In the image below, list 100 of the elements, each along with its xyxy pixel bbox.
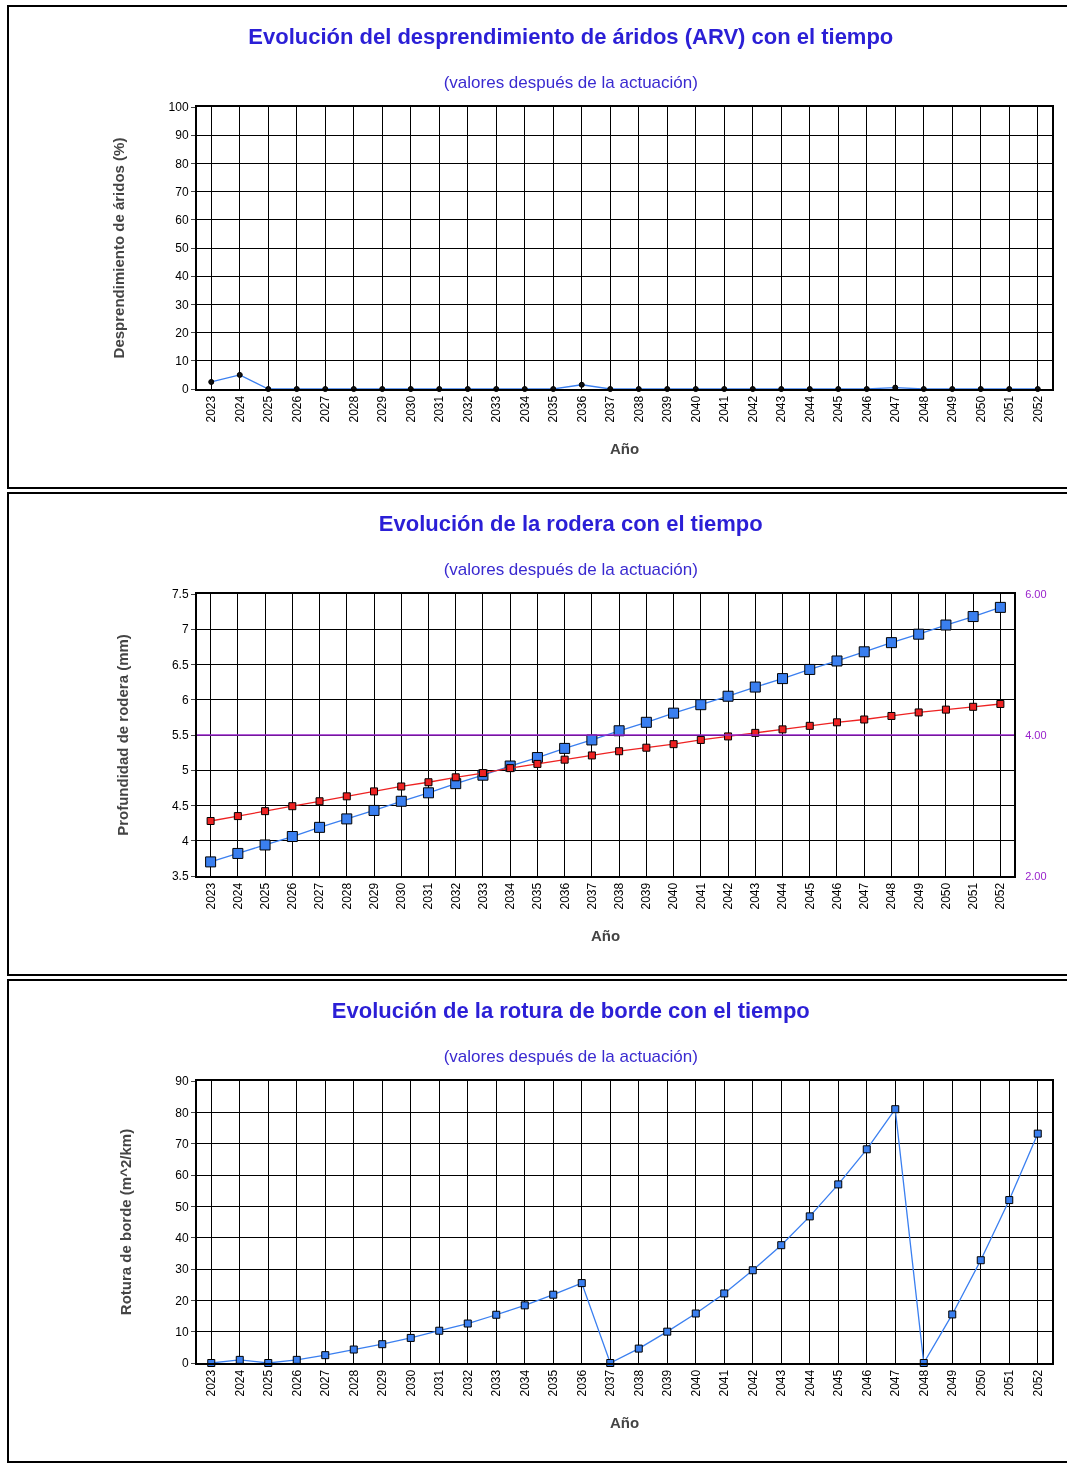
x-tick-label: 2045 — [802, 882, 817, 910]
y-tick-label: 4 — [181, 833, 189, 848]
y2-tick-label: 2.00 — [1025, 869, 1047, 882]
y2-tick-label: 4.00 — [1025, 728, 1047, 741]
x-tick-label: 2049 — [911, 882, 926, 910]
x-tick-label: 2041 — [717, 395, 732, 423]
y-tick-label: 7 — [181, 622, 189, 637]
x-tick-label: 2034 — [517, 395, 532, 423]
y-tick-label: 0 — [181, 382, 189, 397]
x-tick-label: 2052 — [993, 882, 1008, 910]
y-axis-title: Rotura de borde (m^2/km) — [116, 1128, 134, 1316]
x-tick-label: 2051 — [1002, 1369, 1017, 1397]
y-tick-label: 10 — [175, 354, 189, 368]
y-tick-label: 90 — [175, 1074, 189, 1089]
x-tick-label: 2035 — [546, 1369, 561, 1397]
x-tick-label: 2036 — [574, 395, 589, 423]
y-tick-label: 100 — [168, 100, 189, 115]
y-tick-label: 6.5 — [171, 657, 189, 672]
x-tick-label: 2040 — [688, 395, 703, 423]
x-tick-label: 2044 — [802, 395, 817, 423]
y-tick-label: 40 — [175, 269, 189, 284]
x-tick-label: 2030 — [403, 1369, 418, 1397]
x-tick-label: 2037 — [584, 882, 599, 910]
y-tick-label: 4.5 — [171, 798, 189, 813]
x-tick-label: 2031 — [421, 882, 436, 910]
y-axis-title: Desprendimiento de áridos (%) — [110, 137, 128, 359]
x-tick-label: 2047 — [888, 1369, 903, 1397]
x-tick-label: 2035 — [546, 395, 561, 423]
x-tick-label: 2030 — [394, 882, 409, 910]
y-tick-label: 10 — [175, 1324, 189, 1339]
x-tick-label: 2026 — [289, 1369, 304, 1397]
x-tick-label: 2036 — [574, 1369, 589, 1397]
x-tick-label: 2023 — [204, 1369, 219, 1397]
y-tick-label: 20 — [175, 325, 189, 340]
y-tick-label: 90 — [175, 128, 189, 143]
y-tick-label: 80 — [175, 1105, 189, 1120]
x-tick-label: 2052 — [1030, 395, 1045, 423]
x-tick-label: 2043 — [748, 882, 763, 910]
chart-title: Evolución de la rodera con el tiempo — [378, 511, 763, 536]
x-tick-label: 2049 — [945, 1369, 960, 1397]
x-tick-label: 2024 — [232, 1369, 247, 1397]
x-tick-label: 2046 — [829, 882, 844, 910]
x-tick-label: 2039 — [660, 1369, 675, 1397]
x-tick-label: 2029 — [375, 395, 390, 423]
x-tick-label: 2037 — [603, 1369, 618, 1397]
x-tick-label: 2047 — [857, 882, 872, 910]
x-tick-label: 2039 — [660, 395, 675, 423]
x-tick-label: 2025 — [261, 395, 276, 423]
x-tick-label: 2033 — [489, 1369, 504, 1397]
x-tick-label: 2048 — [884, 882, 899, 910]
x-tick-label: 2050 — [973, 1369, 988, 1397]
x-tick-label: 2030 — [403, 395, 418, 423]
x-tick-label: 2047 — [888, 395, 903, 423]
y-tick-label: 20 — [175, 1293, 189, 1308]
y-axis-title: Profundidad de rodera (mm) — [113, 634, 131, 836]
y-tick-label: 0 — [181, 1356, 189, 1371]
y-tick-label: 50 — [175, 241, 189, 256]
x-tick-label: 2028 — [339, 882, 354, 910]
x-tick-label: 2039 — [639, 882, 654, 910]
x-tick-label: 2043 — [774, 395, 789, 423]
x-tick-label: 2033 — [489, 395, 504, 423]
y-tick-label: 60 — [175, 213, 189, 227]
x-tick-label: 2042 — [720, 882, 735, 910]
y-tick-label: 40 — [175, 1230, 189, 1245]
x-tick-label: 2036 — [557, 882, 572, 910]
y-tick-label: 70 — [175, 184, 189, 199]
y2-tick-label: 6.00 — [1025, 587, 1047, 600]
x-tick-label: 2031 — [432, 1369, 447, 1397]
x-tick-label: 2031 — [432, 395, 447, 423]
y-tick-label: 7.5 — [171, 587, 189, 602]
x-tick-label: 2026 — [289, 395, 304, 423]
y-tick-label: 50 — [175, 1199, 189, 1214]
x-tick-label: 2041 — [717, 1369, 732, 1397]
x-tick-label: 2042 — [745, 395, 760, 423]
x-tick-label: 2049 — [945, 395, 960, 423]
x-tick-label: 2025 — [257, 882, 272, 910]
chart-title: Evolución del desprendimiento de áridos (ARV) con el tiempo — [248, 24, 894, 49]
y-tick-label: 30 — [175, 1262, 189, 1277]
y-tick-label: 60 — [175, 1168, 189, 1183]
x-tick-label: 2050 — [973, 395, 988, 423]
x-tick-label: 2034 — [503, 882, 518, 910]
x-tick-label: 2048 — [916, 1369, 931, 1397]
x-tick-label: 2038 — [612, 882, 627, 910]
x-tick-label: 2042 — [745, 1369, 760, 1397]
x-tick-label: 2044 — [775, 882, 790, 910]
x-axis-title: Año — [609, 1414, 640, 1431]
x-tick-label: 2024 — [230, 882, 245, 910]
x-tick-label: 2032 — [460, 395, 475, 423]
y-tick-label: 70 — [175, 1136, 189, 1151]
x-tick-label: 2051 — [1002, 395, 1017, 423]
chart-subtitle: (valores después de la actuación) — [443, 560, 698, 580]
y-tick-label: 6 — [181, 692, 189, 707]
x-tick-label: 2040 — [666, 882, 681, 910]
x-tick-label: 2040 — [688, 1369, 703, 1397]
x-axis-title: Año — [590, 927, 621, 944]
x-tick-label: 2028 — [346, 395, 361, 423]
x-tick-label: 2044 — [802, 1369, 817, 1397]
x-tick-label: 2027 — [312, 882, 327, 910]
y-tick-label: 5 — [181, 763, 189, 778]
chart-title: Evolución de la rotura de borde con el tiempo — [331, 998, 810, 1023]
